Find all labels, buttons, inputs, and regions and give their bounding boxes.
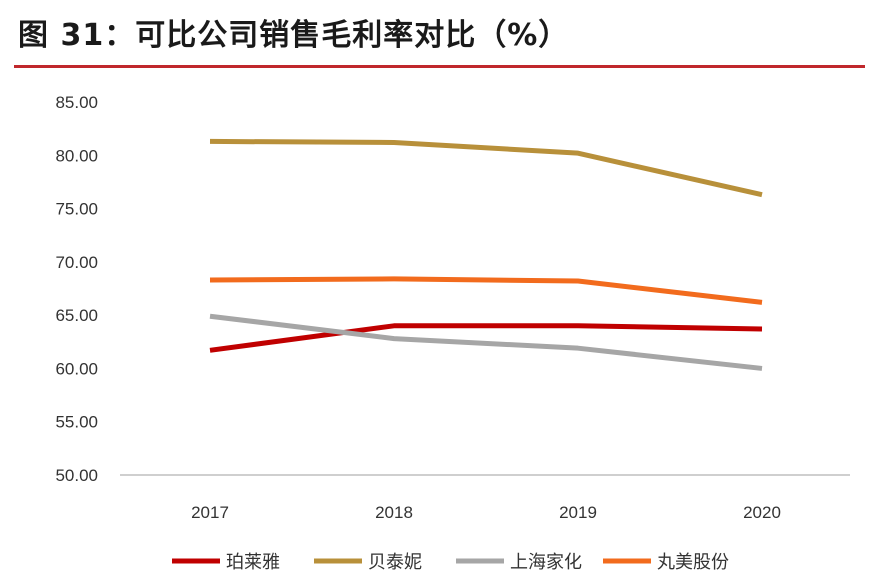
x-tick-label: 2017 [191, 503, 229, 522]
series-line [209, 313, 763, 371]
x-tick-label: 2020 [743, 503, 781, 522]
legend-label: 上海家化 [510, 552, 582, 573]
title-rule [14, 65, 865, 68]
y-axis-ticks: 50.00 55.00 60.00 65.00 70.00 75.00 80.00 85.00 [55, 93, 98, 485]
y-tick-label: 65.00 [55, 306, 98, 325]
y-tick-label: 85.00 [55, 93, 98, 112]
figure-title: 图 31：可比公司销售毛利率对比（%） [18, 18, 570, 53]
legend-label: 贝泰妮 [368, 552, 422, 573]
series-line [209, 276, 763, 305]
series-line [209, 138, 763, 198]
y-tick-label: 80.00 [55, 146, 98, 165]
y-tick-label: 70.00 [55, 253, 98, 272]
series-lines [209, 138, 763, 371]
y-tick-label: 75.00 [55, 200, 98, 219]
y-tick-label: 50.00 [55, 466, 98, 485]
y-tick-label: 55.00 [55, 413, 98, 432]
series-line [209, 323, 763, 353]
legend: 珀莱雅 贝泰妮 上海家化 丸美股份 [172, 552, 729, 573]
legend-label: 珀莱雅 [226, 552, 280, 573]
y-tick-label: 60.00 [55, 359, 98, 378]
legend-label: 丸美股份 [657, 552, 729, 573]
x-tick-label: 2018 [375, 503, 413, 522]
x-tick-label: 2019 [559, 503, 597, 522]
x-axis-ticks: 2017 2018 2019 2020 [191, 503, 781, 522]
